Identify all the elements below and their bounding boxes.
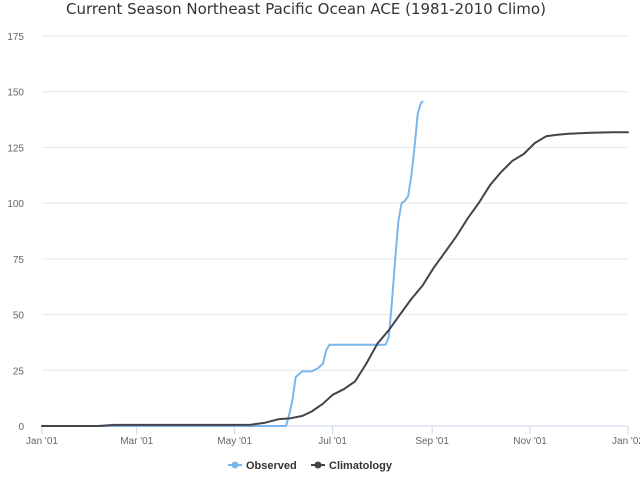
x-tick-label: Jan '02 <box>612 436 640 447</box>
series-line-climatology <box>41 131 629 427</box>
x-tick-label: Sep '01 <box>415 436 449 447</box>
x-axis: Jan '01 Mar '01 May '01 Jul '01 Sep '01 Nov '… <box>26 425 640 447</box>
series-line-observed <box>41 100 424 427</box>
y-axis: 0 25 50 75 100 125 150 175 <box>7 32 24 433</box>
x-tick-label: Jul '01 <box>318 436 347 447</box>
series-lines <box>41 100 629 427</box>
legend-item-climatology[interactable]: Climatology <box>311 460 393 472</box>
x-tick-label: Mar '01 <box>120 436 153 447</box>
y-tick-label: 100 <box>7 199 24 210</box>
legend-label: Climatology <box>329 460 393 472</box>
legend-marker <box>231 461 239 469</box>
legend-marker <box>314 461 322 469</box>
x-tick-label: May '01 <box>217 436 252 447</box>
y-tick-label: 150 <box>7 88 24 99</box>
y-tick-label: 25 <box>13 366 25 377</box>
y-tick-label: 125 <box>7 143 24 154</box>
y-grid <box>42 35 628 427</box>
y-tick-label: 75 <box>13 255 25 266</box>
x-tick-label: Nov '01 <box>513 436 547 447</box>
chart-title: Current Season Northeast Pacific Ocean A… <box>66 0 546 18</box>
legend-label: Observed <box>246 460 297 472</box>
legend-item-observed[interactable]: Observed <box>228 460 297 472</box>
y-tick-label: 175 <box>7 32 24 43</box>
y-tick-label: 0 <box>18 422 24 433</box>
y-tick-label: 50 <box>13 311 25 322</box>
legend[interactable]: Observed Climatology <box>228 460 393 472</box>
x-tick-label: Jan '01 <box>26 436 58 447</box>
